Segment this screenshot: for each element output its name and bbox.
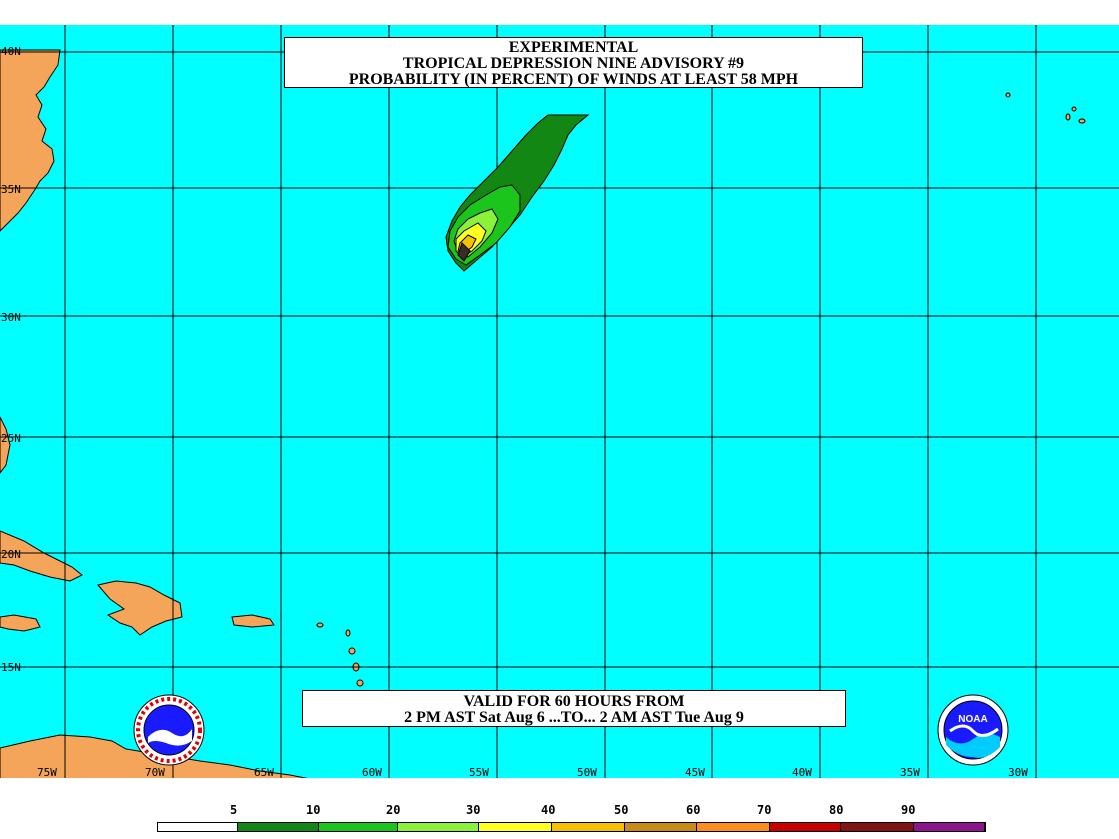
legend-label-5: 5 [230,803,238,817]
legend-swatch [237,823,319,831]
valid-line-1: VALID FOR 60 HOURS FROM [463,693,685,710]
title-line-2: TROPICAL DEPRESSION NINE ADVISORY #9 [402,55,745,72]
title-line-3: PROBABILITY (IN PERCENT) OF WINDS AT LEA… [348,71,799,88]
legend-label-70: 70 [757,803,772,817]
legend-swatch [841,823,915,831]
legend-label-40: 40 [541,803,556,817]
lat-label-30n: 30N [1,311,21,324]
noaa-logo-text: NOAA [958,714,987,725]
legend-swatch [914,823,986,831]
land-us-east-coast [0,49,61,232]
lat-label-35n: 35N [1,183,21,196]
legend-label-90: 90 [901,803,916,817]
title-line-1: EXPERIMENTAL [508,39,639,56]
lon-label-35w: 35W [900,766,920,779]
legend-label-30: 30 [466,803,481,817]
legend-label-10: 10 [306,803,321,817]
lon-label-75w: 75W [37,766,57,779]
land-florida [0,416,11,474]
lat-label-40n: 40N [1,45,21,58]
nws-logo [133,694,205,766]
legend-swatch [769,823,842,831]
lat-label-25n: 25N [1,432,21,445]
legend-swatch [696,823,770,831]
legend-swatch [398,823,480,831]
contour-core [457,242,471,262]
legend-label-20: 20 [386,803,401,817]
legend-label-80: 80 [829,803,844,817]
lat-lon-grid [0,25,1119,778]
lon-label-70w: 70W [145,766,165,779]
legend-swatch [552,823,625,831]
legend-swatch [479,823,553,831]
legend-label-60: 60 [686,803,701,817]
lon-label-30w: 30W [1008,766,1028,779]
lat-label-20n: 20N [1,548,21,561]
lat-label-15n: 15N [1,661,21,674]
legend-color-bar [157,822,986,832]
legend-swatch [158,823,238,831]
land-hispaniola [97,580,183,636]
land-puerto-rico [231,614,275,628]
legend-swatch [624,823,697,831]
land-cuba [0,530,83,582]
land-jamaica [0,614,41,632]
lon-label-45w: 45W [685,766,705,779]
lon-label-55w: 55W [469,766,489,779]
lon-label-40w: 40W [792,766,812,779]
lon-label-60w: 60W [362,766,382,779]
lon-label-50w: 50W [577,766,597,779]
legend-label-50: 50 [614,803,629,817]
legend-swatch [318,823,399,831]
valid-period-box: VALID FOR 60 HOURS FROM 2 PM AST Sat Aug… [302,690,846,727]
noaa-logo: NOAA [937,694,1009,766]
probability-contours [445,114,590,272]
lon-label-65w: 65W [254,766,274,779]
probability-map: NOAA [0,25,1119,778]
land-lesser-antilles [316,92,1086,716]
map-title-box: EXPERIMENTAL TROPICAL DEPRESSION NINE AD… [284,37,863,88]
valid-line-2: 2 PM AST Sat Aug 6 ...TO... 2 AM AST Tue… [404,709,744,726]
